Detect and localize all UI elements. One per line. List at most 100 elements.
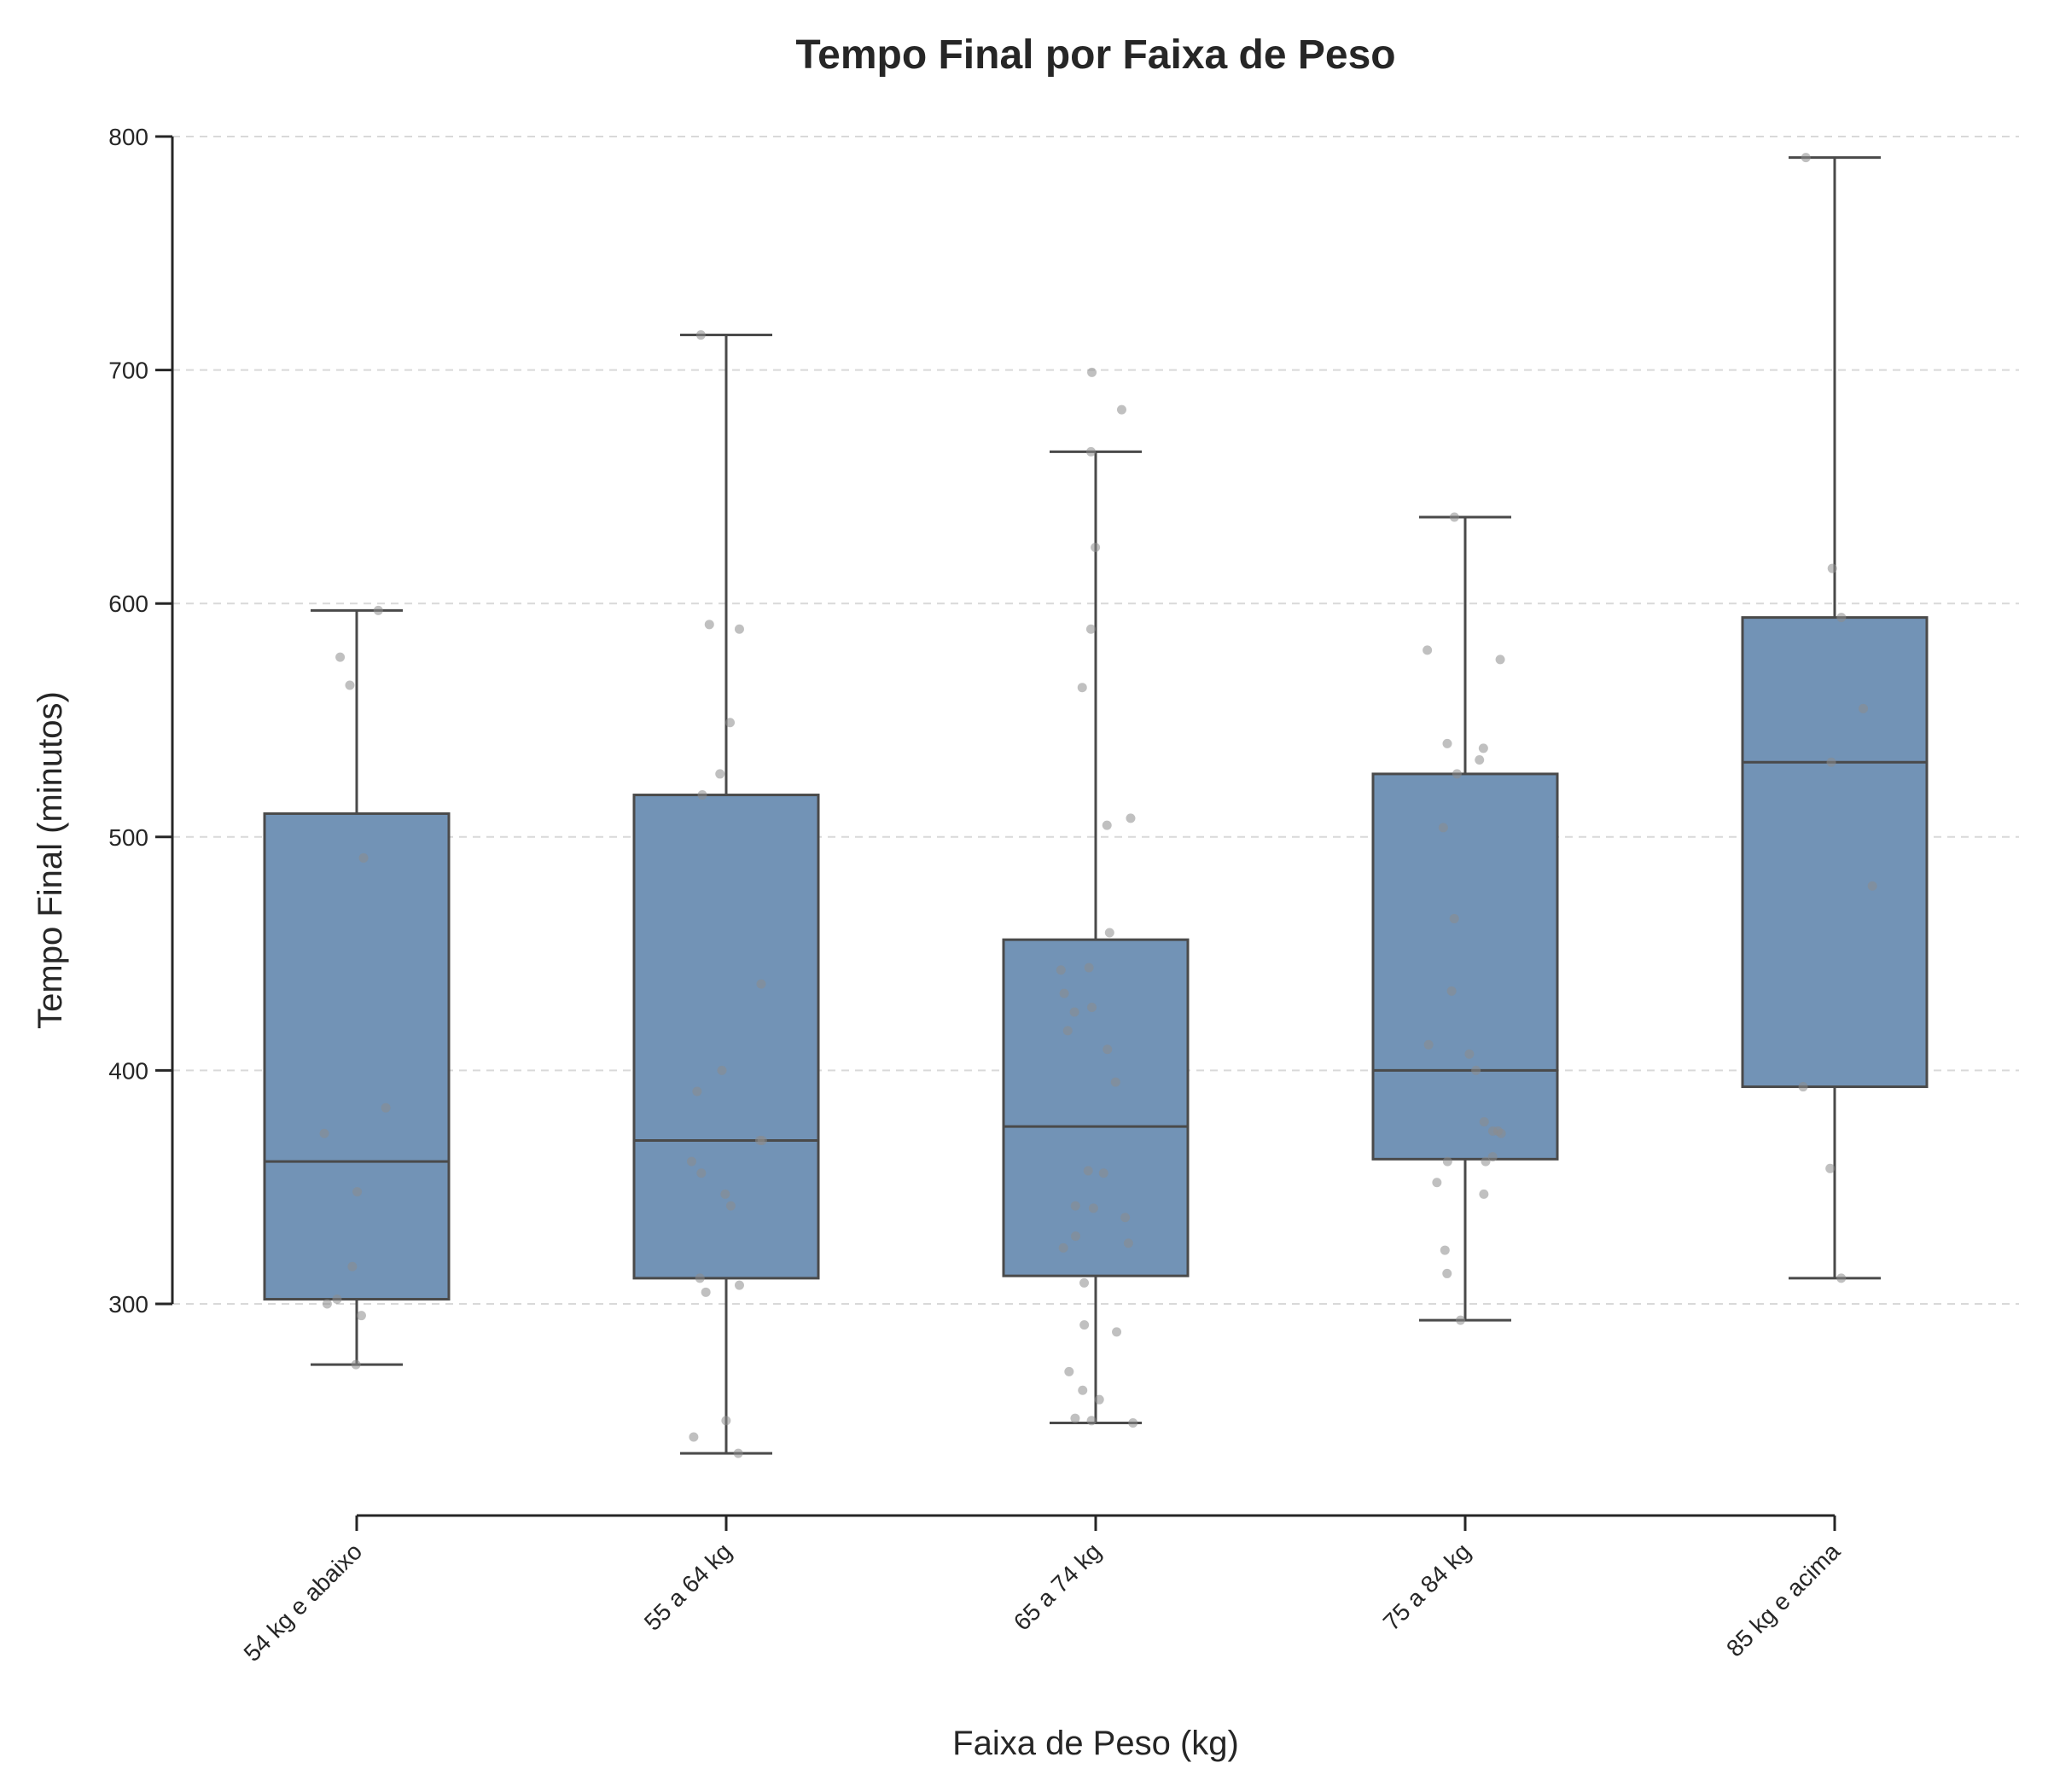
data-point: [1440, 1245, 1450, 1255]
data-point: [1456, 1315, 1466, 1325]
data-point: [1423, 1039, 1434, 1050]
x-tick-label: 85 kg e acima: [1721, 1538, 1845, 1661]
data-point: [1479, 1117, 1489, 1127]
data-point: [1058, 1242, 1068, 1253]
data-point: [1098, 1168, 1108, 1178]
data-point: [1087, 1003, 1097, 1013]
data-point: [1128, 1418, 1138, 1428]
data-point: [734, 1280, 744, 1290]
x-axis-label: Faixa de Peso (kg): [952, 1725, 1239, 1762]
data-point: [1085, 624, 1096, 634]
data-point: [319, 1128, 329, 1138]
x-tick-label: 54 kg e abaixo: [239, 1538, 368, 1667]
data-point: [1062, 1026, 1073, 1036]
data-point: [1825, 1163, 1836, 1173]
axis-layer: [155, 135, 1836, 1531]
data-point: [358, 852, 369, 863]
data-point: [1126, 813, 1136, 823]
data-point: [1827, 563, 1837, 573]
y-tick-label: 300: [108, 1291, 148, 1318]
data-point: [1801, 153, 1811, 163]
data-point: [1059, 988, 1069, 998]
data-point: [1120, 1213, 1131, 1223]
data-point: [1449, 914, 1459, 924]
data-point: [1826, 757, 1836, 767]
data-point: [715, 769, 725, 779]
box-iqr: [263, 812, 451, 1301]
data-point: [332, 1295, 342, 1305]
data-point: [704, 620, 714, 630]
data-point: [696, 1168, 707, 1178]
chart-title: Tempo Final por Faixa de Peso: [795, 32, 1395, 78]
data-point: [695, 1273, 705, 1283]
data-point: [322, 1299, 332, 1309]
data-point: [1836, 1273, 1847, 1283]
data-point: [734, 624, 744, 634]
data-point: [721, 1416, 731, 1426]
x-tick-label: 75 a 84 kg: [1378, 1538, 1475, 1635]
data-point: [756, 979, 766, 989]
data-point: [1104, 928, 1114, 938]
data-point: [335, 652, 346, 662]
data-point: [1086, 1416, 1097, 1426]
data-point: [725, 1201, 736, 1211]
data-point: [701, 1287, 711, 1297]
box-iqr: [1741, 616, 1929, 1089]
data-point: [1479, 1189, 1489, 1199]
data-point: [1056, 965, 1066, 975]
data-point: [1112, 1327, 1122, 1337]
data-point: [1103, 1044, 1113, 1055]
data-point: [1070, 1413, 1080, 1423]
data-point: [1481, 1156, 1491, 1167]
y-tick-label: 800: [108, 124, 148, 150]
data-point: [725, 718, 736, 728]
data-point: [1110, 1077, 1120, 1087]
data-point: [381, 1103, 391, 1113]
data-point: [1423, 645, 1433, 655]
data-point: [356, 1311, 366, 1321]
data-point: [1070, 1231, 1080, 1242]
data-point: [1079, 1320, 1090, 1330]
y-tick-label: 500: [108, 824, 148, 851]
data-point: [1471, 1065, 1481, 1075]
data-point: [1859, 703, 1869, 713]
data-point: [1088, 1203, 1098, 1213]
box-layer: [263, 156, 1929, 1455]
data-point: [1478, 743, 1488, 753]
x-tick-label: 55 a 64 kg: [639, 1538, 736, 1635]
data-point: [1487, 1126, 1498, 1137]
data-point: [1449, 512, 1459, 522]
data-point: [697, 790, 707, 800]
y-tick-label: 700: [108, 358, 148, 384]
data-point: [347, 1261, 358, 1271]
data-point: [1495, 655, 1505, 665]
data-point: [373, 605, 383, 615]
data-point: [1091, 543, 1101, 553]
data-point: [1446, 986, 1457, 996]
data-point: [1087, 367, 1097, 377]
data-point: [1452, 769, 1462, 779]
data-point: [345, 680, 355, 690]
data-point: [1487, 1152, 1498, 1162]
data-point: [757, 1135, 767, 1145]
x-tick-label: 65 a 74 kg: [1009, 1538, 1106, 1635]
data-point: [1084, 963, 1094, 973]
data-point: [352, 1187, 363, 1197]
box-iqr: [1002, 938, 1190, 1277]
data-point: [1094, 1394, 1104, 1405]
box-iqr: [1371, 772, 1559, 1161]
data-point: [689, 1432, 699, 1442]
data-point: [1836, 613, 1847, 623]
data-point: [1464, 1049, 1475, 1059]
y-tick-label: 600: [108, 591, 148, 617]
y-axis-label: Tempo Final (minutos): [32, 691, 69, 1029]
data-point: [1116, 404, 1126, 415]
data-point: [1079, 1277, 1090, 1288]
data-point: [1442, 1268, 1452, 1278]
data-point: [1475, 755, 1485, 765]
data-point: [1123, 1238, 1133, 1248]
data-point: [351, 1359, 361, 1370]
data-point: [1867, 881, 1877, 891]
